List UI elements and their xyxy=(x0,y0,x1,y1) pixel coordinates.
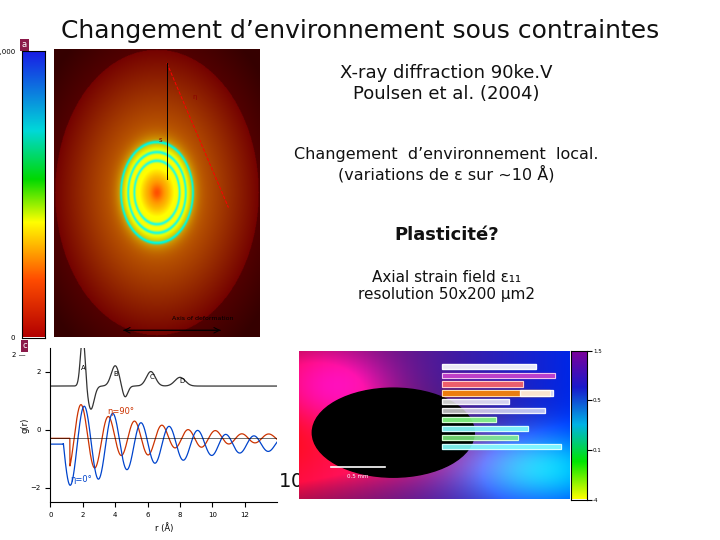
Bar xyxy=(442,435,518,440)
Bar xyxy=(442,390,550,395)
Bar xyxy=(442,444,561,449)
Bar xyxy=(442,408,544,414)
Text: Plasticité?: Plasticité? xyxy=(394,226,499,244)
Bar xyxy=(442,381,523,387)
Bar xyxy=(442,435,518,440)
Bar xyxy=(442,426,528,431)
Bar xyxy=(442,381,523,387)
Text: a: a xyxy=(22,40,27,49)
Bar xyxy=(442,408,544,414)
Bar xyxy=(442,363,536,369)
Text: B: B xyxy=(114,371,118,377)
Bar xyxy=(442,390,550,395)
Text: η: η xyxy=(192,94,197,100)
Text: D: D xyxy=(179,378,184,384)
Text: c: c xyxy=(22,341,27,350)
Text: $\varepsilon \pm 10^{-4}$: $\varepsilon \pm 10^{-4}$ xyxy=(244,470,325,491)
Bar xyxy=(442,373,555,378)
Text: η=0°: η=0° xyxy=(70,475,91,484)
Text: 2 —: 2 — xyxy=(12,352,26,358)
Text: X-ray diffraction 90ke.V
Poulsen et al. (2004): X-ray diffraction 90ke.V Poulsen et al. … xyxy=(340,64,553,103)
Bar xyxy=(442,399,510,404)
Bar xyxy=(442,417,496,422)
Y-axis label: g(r): g(r) xyxy=(20,417,29,433)
Text: η=90°: η=90° xyxy=(107,407,134,416)
Bar xyxy=(442,363,536,369)
Circle shape xyxy=(312,388,474,477)
Text: C: C xyxy=(150,374,155,380)
Bar xyxy=(442,444,561,449)
Text: Axial strain field ε₁₁
resolution 50x200 μm2: Axial strain field ε₁₁ resolution 50x200… xyxy=(358,270,535,302)
Text: 0.5 mm: 0.5 mm xyxy=(348,474,369,480)
Text: A: A xyxy=(81,365,86,371)
Text: Changement d’environnement sous contraintes: Changement d’environnement sous contrain… xyxy=(61,19,659,43)
Bar xyxy=(442,373,555,378)
Bar xyxy=(442,417,496,422)
Bar xyxy=(521,390,553,395)
Bar xyxy=(442,426,528,431)
Text: Changement  d’environnement  local.
(variations de ε sur ~10 Å): Changement d’environnement local. (varia… xyxy=(294,147,598,183)
Text: Axis of deformation: Axis of deformation xyxy=(172,316,233,321)
Bar xyxy=(442,399,510,404)
Text: s: s xyxy=(158,138,162,144)
Bar xyxy=(521,390,553,395)
X-axis label: r (Å): r (Å) xyxy=(155,523,173,534)
